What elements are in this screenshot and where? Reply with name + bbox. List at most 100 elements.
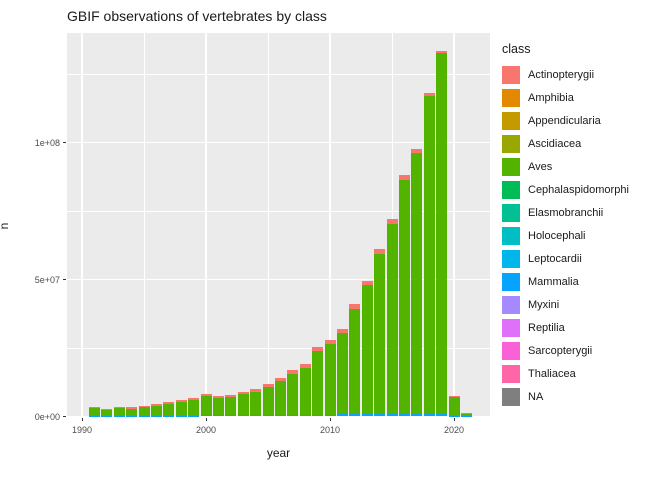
legend-title: class — [502, 42, 531, 56]
legend-swatch — [502, 66, 520, 84]
bar-2019-mammalia — [436, 414, 448, 417]
y-tick-label: 1e+08 — [34, 137, 60, 148]
legend-label: Appendicularia — [528, 115, 601, 127]
bar-2011-mammalia — [336, 414, 348, 417]
legend-swatch — [502, 181, 520, 199]
legend: class Actinopterygii Amphibia Appendicular… — [502, 42, 670, 411]
gridline-v-minor — [267, 33, 269, 417]
legend-item-mammalia: Mammalia — [502, 273, 670, 291]
bar-2006-aves — [274, 381, 286, 415]
bar-1999-aves — [188, 400, 200, 416]
x-tick-label: 2000 — [195, 425, 217, 435]
y-tick-mark — [63, 142, 66, 143]
x-tick-mark — [205, 418, 207, 421]
legend-item-ascidiacea: Ascidiacea — [502, 135, 670, 153]
bar-2014-actinopterygii — [374, 249, 386, 255]
bar-1994-aves — [126, 408, 138, 417]
bar-2014-aves — [374, 254, 386, 415]
bar-2003-aves — [237, 394, 249, 416]
bar-2013-mammalia — [361, 414, 373, 417]
legend-label: Holocephali — [528, 230, 586, 242]
legend-item-actinopterygii: Actinopterygii — [502, 66, 670, 84]
bar-1999-actinopterygii — [188, 397, 200, 401]
bar-2001-aves — [212, 397, 224, 416]
bar-2013-actinopterygii — [361, 280, 373, 285]
bar-2020-mammalia — [448, 415, 460, 417]
bar-2018-aves — [423, 95, 435, 415]
x-tick-mark — [81, 418, 83, 421]
legend-item-sarcopterygii: Sarcopterygii — [502, 342, 670, 360]
bar-2015-actinopterygii — [386, 219, 398, 224]
bar-1995-aves — [138, 406, 150, 417]
bar-2021-aves — [460, 413, 472, 417]
bar-2014-mammalia — [374, 414, 386, 417]
bar-2007-actinopterygii — [287, 369, 299, 374]
bar-1997-aves — [163, 403, 175, 417]
bar-2000-aves — [200, 396, 212, 416]
chart-title: GBIF observations of vertebrates by clas… — [67, 8, 327, 24]
legend-swatch — [502, 365, 520, 383]
gridline-h-major — [67, 278, 490, 281]
bar-2017-aves — [411, 152, 423, 415]
legend-swatch — [502, 273, 520, 291]
x-tick-label: 1990 — [71, 425, 93, 435]
bar-1994-actinopterygii — [126, 407, 138, 409]
legend-label: Sarcopterygii — [528, 345, 593, 357]
legend-label: Aves — [528, 161, 553, 173]
bar-1995-actinopterygii — [138, 405, 150, 407]
bar-1999-mammalia — [188, 415, 200, 417]
bar-2020-aves — [448, 396, 460, 416]
bar-2008-aves — [299, 367, 311, 415]
bar-2018-mammalia — [423, 414, 435, 417]
bar-2018-actinopterygii — [423, 93, 435, 96]
bar-2017-mammalia — [411, 414, 423, 417]
x-tick-label: 2010 — [319, 425, 341, 435]
bar-2002-mammalia — [225, 415, 237, 417]
legend-swatch — [502, 319, 520, 337]
bar-2015-aves — [386, 223, 398, 415]
legend-label: Mammalia — [528, 276, 579, 288]
legend-swatch — [502, 342, 520, 360]
bar-2012-mammalia — [349, 414, 361, 417]
y-tick-label: 5e+07 — [34, 274, 60, 285]
legend-label: Reptilia — [528, 322, 565, 334]
bar-1997-actinopterygii — [163, 402, 175, 404]
legend-label: Ascidiacea — [528, 138, 582, 150]
bar-2004-mammalia — [250, 415, 262, 417]
legend-swatch — [502, 227, 520, 245]
bar-2006-mammalia — [274, 414, 286, 417]
bar-1998-aves — [175, 401, 187, 417]
y-tick-mark — [63, 279, 66, 280]
bar-2007-aves — [287, 373, 299, 415]
bar-1992-actinopterygii — [101, 408, 113, 410]
bar-2005-aves — [262, 387, 274, 416]
legend-swatch — [502, 112, 520, 130]
legend-item-appendicularia: Appendicularia — [502, 112, 670, 130]
gridline-h-minor — [67, 347, 490, 349]
bar-2015-mammalia — [386, 414, 398, 417]
legend-label: Amphibia — [528, 92, 574, 104]
bar-1998-actinopterygii — [175, 399, 187, 402]
bar-2000-actinopterygii — [200, 393, 212, 397]
bar-2005-actinopterygii — [262, 384, 274, 388]
legend-swatch — [502, 388, 520, 406]
gridline-v-minor — [143, 33, 145, 417]
bar-2008-actinopterygii — [299, 363, 311, 368]
bar-2009-aves — [312, 351, 324, 415]
gridline-h-minor — [67, 210, 490, 212]
bar-2004-aves — [250, 391, 262, 416]
bar-2017-actinopterygii — [411, 149, 423, 153]
bar-1991-actinopterygii — [88, 406, 100, 408]
legend-swatch — [502, 158, 520, 176]
legend-swatch — [502, 296, 520, 314]
bar-2011-actinopterygii — [336, 328, 348, 334]
bar-2006-actinopterygii — [274, 378, 286, 382]
bar-2012-aves — [349, 309, 361, 415]
legend-item-leptocardii: Leptocardii — [502, 250, 670, 268]
x-tick-mark — [453, 418, 455, 421]
y-tick-mark — [63, 416, 66, 417]
legend-label: Thaliacea — [528, 368, 576, 380]
bar-1993-aves — [113, 408, 125, 417]
bar-2009-mammalia — [312, 414, 324, 417]
